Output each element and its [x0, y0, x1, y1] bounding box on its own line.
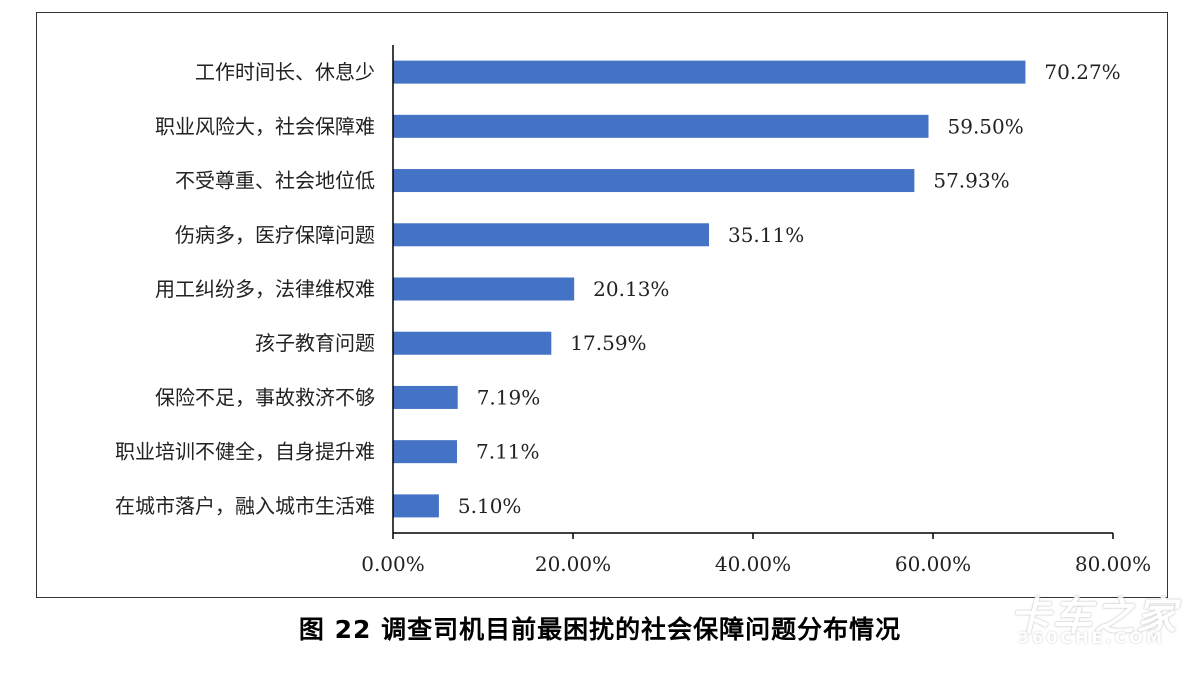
bars-group [393, 60, 1026, 518]
bar [393, 331, 552, 355]
category-label: 职业培训不健全，自身提升难 [115, 440, 375, 464]
category-label: 工作时间长、休息少 [195, 60, 375, 84]
watermark-logo: 卡车之家 360CHE.COM [1010, 584, 1190, 654]
data-label: 17.59% [570, 331, 646, 355]
category-labels: 工作时间长、休息少职业风险大，社会保障难不受尊重、社会地位低伤病多，医疗保障问题… [115, 60, 375, 518]
watermark-sub: 360CHE.COM [1018, 628, 1165, 647]
data-label: 57.93% [933, 169, 1009, 193]
bar [393, 440, 457, 464]
x-tick-label: 80.00% [1075, 552, 1151, 576]
data-label: 7.11% [476, 440, 540, 464]
bar [393, 223, 709, 247]
x-tick-labels: 0.00% 20.00% 40.00% 60.00% 80.00% [361, 552, 1151, 576]
bar [393, 169, 915, 193]
data-label: 70.27% [1044, 60, 1120, 84]
bar [393, 114, 929, 138]
data-label: 7.19% [477, 385, 541, 409]
data-label: 35.11% [728, 223, 804, 247]
chart-frame [36, 12, 1168, 598]
bar [393, 60, 1026, 84]
bar [393, 494, 439, 518]
category-label: 不受尊重、社会地位低 [175, 169, 375, 193]
category-label: 保险不足，事故救济不够 [155, 385, 375, 409]
category-label: 用工纠纷多，法律维权难 [155, 277, 375, 301]
axes-group [392, 45, 1114, 539]
category-label: 职业风险大，社会保障难 [155, 114, 375, 138]
data-label: 20.13% [593, 277, 669, 301]
data-label: 5.10% [458, 494, 522, 518]
x-tick-label: 40.00% [715, 552, 791, 576]
bar [393, 385, 458, 409]
data-label: 59.50% [948, 114, 1024, 138]
category-label: 在城市落户，融入城市生活难 [115, 494, 375, 518]
x-tick-label: 60.00% [895, 552, 971, 576]
watermark-main: 卡车之家 [1010, 594, 1178, 640]
x-tick-label: 0.00% [361, 552, 425, 576]
x-tick-label: 20.00% [535, 552, 611, 576]
category-label: 孩子教育问题 [255, 331, 375, 355]
value-labels: 70.27% 59.50% 57.93% 35.11% 20.13% 17.59% 7.19… [458, 60, 1121, 518]
figure-caption: 图 22 调查司机目前最困扰的社会保障问题分布情况 [298, 615, 902, 644]
bar [393, 277, 575, 301]
category-label: 伤病多，医疗保障问题 [175, 223, 375, 247]
